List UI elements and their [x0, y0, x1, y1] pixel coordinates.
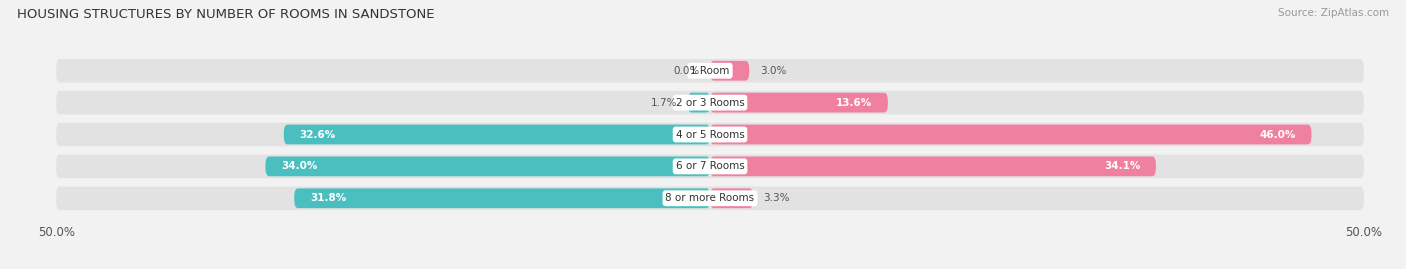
Text: Source: ZipAtlas.com: Source: ZipAtlas.com [1278, 8, 1389, 18]
Text: 2 or 3 Rooms: 2 or 3 Rooms [676, 98, 744, 108]
Text: 0.0%: 0.0% [673, 66, 700, 76]
FancyBboxPatch shape [266, 157, 710, 176]
Text: 46.0%: 46.0% [1260, 129, 1296, 140]
Text: 34.1%: 34.1% [1104, 161, 1140, 171]
FancyBboxPatch shape [710, 188, 754, 208]
FancyBboxPatch shape [710, 157, 1156, 176]
Text: 1.7%: 1.7% [651, 98, 678, 108]
FancyBboxPatch shape [56, 59, 1364, 83]
FancyBboxPatch shape [294, 188, 710, 208]
Text: 13.6%: 13.6% [837, 98, 872, 108]
Text: 32.6%: 32.6% [299, 129, 336, 140]
Text: 31.8%: 31.8% [309, 193, 346, 203]
FancyBboxPatch shape [710, 93, 887, 112]
FancyBboxPatch shape [710, 61, 749, 81]
Text: 6 or 7 Rooms: 6 or 7 Rooms [676, 161, 744, 171]
FancyBboxPatch shape [56, 155, 1364, 178]
Text: 4 or 5 Rooms: 4 or 5 Rooms [676, 129, 744, 140]
Text: HOUSING STRUCTURES BY NUMBER OF ROOMS IN SANDSTONE: HOUSING STRUCTURES BY NUMBER OF ROOMS IN… [17, 8, 434, 21]
Text: 1 Room: 1 Room [690, 66, 730, 76]
FancyBboxPatch shape [688, 93, 710, 112]
FancyBboxPatch shape [56, 123, 1364, 146]
Text: 8 or more Rooms: 8 or more Rooms [665, 193, 755, 203]
FancyBboxPatch shape [284, 125, 710, 144]
Text: 3.3%: 3.3% [763, 193, 790, 203]
FancyBboxPatch shape [56, 91, 1364, 114]
FancyBboxPatch shape [56, 186, 1364, 210]
Text: 3.0%: 3.0% [759, 66, 786, 76]
Text: 34.0%: 34.0% [281, 161, 318, 171]
FancyBboxPatch shape [710, 125, 1312, 144]
